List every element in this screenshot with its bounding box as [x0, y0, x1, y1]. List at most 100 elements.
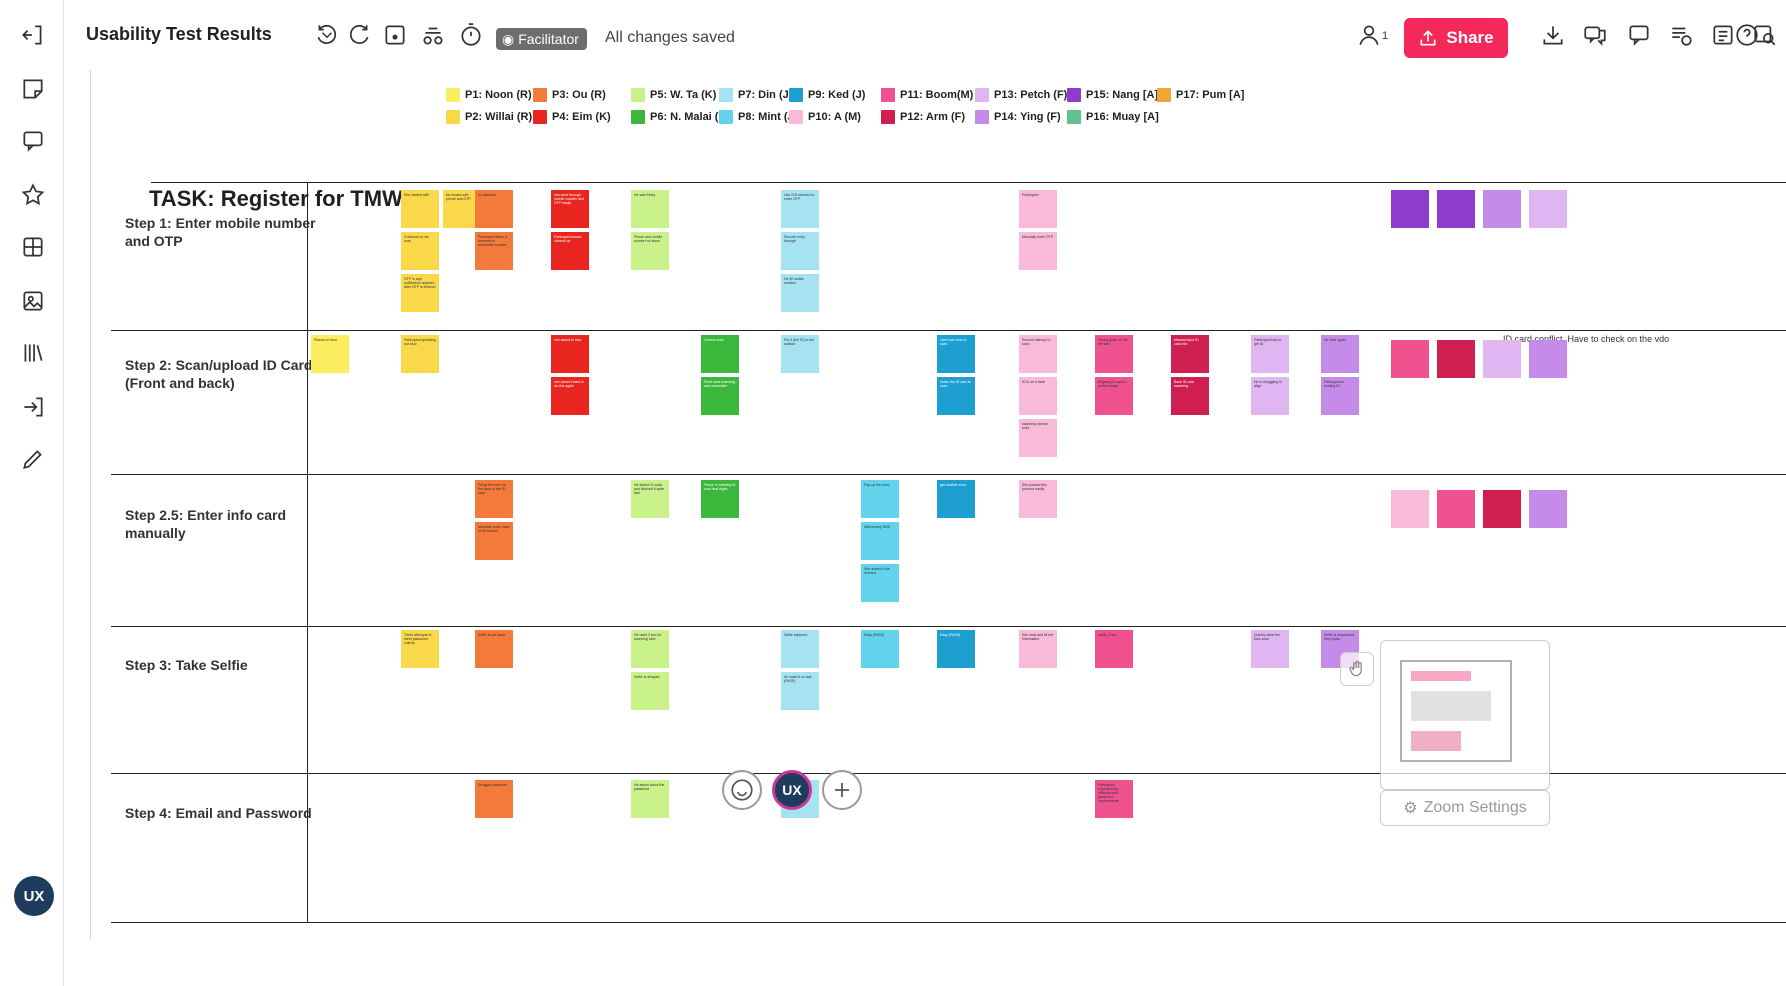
sticky-note[interactable]: easily, 3 sec — [1095, 630, 1133, 668]
sticky-note[interactable] — [1529, 340, 1567, 378]
sticky-note[interactable] — [1529, 490, 1567, 528]
share-button[interactable]: Share — [1404, 18, 1508, 58]
sticky-note[interactable]: Strong glare on the left side — [1095, 335, 1133, 373]
sticky-note[interactable]: Holds the ID card to scan — [937, 377, 975, 415]
sticky-note[interactable]: OTP in app notification appears after OT… — [401, 274, 439, 312]
sticky-note[interactable]: Front card scanning was immediate — [701, 377, 739, 415]
sticky-note[interactable]: Easy (PASS) — [937, 630, 975, 668]
sticky-note[interactable]: Selfie is delayed — [631, 672, 669, 710]
sticky-note[interactable]: She passed this process easily — [1019, 480, 1057, 518]
chat-icon[interactable] — [1580, 20, 1610, 50]
sticky-note[interactable]: He added ID code and finished it quite f… — [631, 480, 669, 518]
sticky-note[interactable]: Participant is holding ID — [1321, 377, 1359, 415]
sticky-note[interactable]: Phone and mobile number no issue — [631, 232, 669, 270]
sticky-note[interactable]: Struggle password — [475, 780, 513, 818]
sticky-note[interactable]: Back ID card scanning — [1171, 377, 1209, 415]
search-board-icon[interactable] — [1750, 20, 1780, 50]
sticky-note[interactable]: Selfie captured — [781, 630, 819, 668]
download-icon[interactable] — [1538, 20, 1568, 50]
emoji-reaction-button[interactable] — [722, 770, 762, 810]
sticky-note[interactable]: ID is on a desk — [1019, 377, 1057, 415]
sticky-note[interactable]: she asked to stop — [551, 335, 589, 373]
sticky-note[interactable]: Pause in entering ID card final digits — [701, 480, 739, 518]
undo-icon[interactable] — [312, 20, 342, 50]
sticky-note[interactable]: User took time to scan — [937, 335, 975, 373]
sticky-note[interactable]: He used 3 sec for scanning face — [631, 630, 669, 668]
sticky-note[interactable]: she doesn't want to do this again — [551, 377, 589, 415]
sticky-note[interactable] — [1391, 190, 1429, 228]
board-title[interactable]: Usability Test Results — [86, 24, 272, 44]
sticky-note-icon[interactable] — [16, 72, 50, 106]
chevron-down-icon[interactable] — [318, 26, 336, 44]
sticky-note[interactable]: Selfie is not issue — [475, 630, 513, 668]
activity-icon[interactable] — [1666, 20, 1696, 50]
sticky-note[interactable]: Smooth entry through — [781, 232, 819, 270]
sticky-note[interactable]: He asked about the password — [631, 780, 669, 818]
sticky-note[interactable] — [1483, 490, 1521, 528]
sticky-note[interactable] — [1437, 190, 1475, 228]
sticky-note[interactable]: She asked if she needed — [861, 564, 899, 602]
user-avatar[interactable]: UX — [14, 876, 54, 916]
sticky-note[interactable]: He tried again — [1321, 335, 1359, 373]
sticky-note[interactable] — [1483, 340, 1521, 378]
sticky-note[interactable]: she went through mobile number and OTP e… — [551, 190, 589, 228]
sticky-note[interactable]: scanning cannot read — [1019, 419, 1057, 457]
library-icon[interactable] — [16, 336, 50, 370]
sticky-note[interactable]: Second attempt to scan — [1019, 335, 1057, 373]
sticky-note[interactable]: Put it (the ID) in the surface — [781, 335, 819, 373]
sticky-note[interactable]: Easy (PASS) — [861, 630, 899, 668]
sticky-note[interactable]: Three attempts to meet password criteria — [401, 630, 439, 668]
zoom-settings-button[interactable]: ⚙ Zoom Settings — [1380, 790, 1550, 826]
sticky-note[interactable]: Manual input ID card info — [1171, 335, 1209, 373]
sticky-note[interactable]: Quickly done the face scan — [1251, 630, 1289, 668]
comments-icon[interactable] — [1624, 20, 1654, 50]
exit-board-icon[interactable] — [16, 18, 50, 52]
minimap[interactable] — [1380, 640, 1550, 790]
sticky-note[interactable]: Cannot scan — [701, 335, 739, 373]
collaborator-avatar[interactable]: UX — [772, 770, 812, 810]
sticky-note[interactable]: Aligning ID card to profile image — [1095, 377, 1133, 415]
redo-icon[interactable] — [344, 20, 374, 50]
sticky-note[interactable]: He fill mobile number — [781, 274, 819, 312]
sticky-note[interactable]: Use iOS shortcut to enter OTP — [781, 190, 819, 228]
sticky-note[interactable] — [1437, 340, 1475, 378]
sticky-note[interactable]: Pop-up the error — [861, 480, 899, 518]
pen-icon[interactable] — [16, 442, 50, 476]
sticky-note[interactable]: Placed on floor — [311, 335, 349, 373]
sticky-note[interactable] — [1391, 340, 1429, 378]
sticky-note[interactable]: He saw freely — [631, 190, 669, 228]
sticky-note[interactable]: Manually enter OTP — [1019, 232, 1057, 270]
frame-grid-icon[interactable] — [16, 230, 50, 264]
add-collaborator-button[interactable] — [822, 770, 862, 810]
sticky-note[interactable] — [1483, 190, 1521, 228]
sticky-note[interactable]: Welcoming SMS — [861, 522, 899, 560]
sticky-note[interactable]: Customer is not sure — [401, 232, 439, 270]
sticky-note[interactable]: no obstacle — [475, 190, 513, 228]
facilitator-badge[interactable]: ◉ Facilitator — [496, 28, 587, 50]
user-icon[interactable] — [1354, 20, 1384, 50]
sticky-note[interactable]: She read and fill her information — [1019, 630, 1057, 668]
sticky-note[interactable]: he make it so fast (PASS) — [781, 672, 819, 710]
sticky-note[interactable]: Participant takes a moment to remember n… — [475, 232, 513, 270]
sticky-note[interactable]: Participant has to get ID — [1251, 335, 1289, 373]
star-icon[interactable] — [16, 178, 50, 212]
sticky-note[interactable] — [1391, 490, 1429, 528]
sticky-note[interactable]: Participant experiencing difficulty with… — [1095, 780, 1133, 818]
outline-icon[interactable] — [1708, 20, 1738, 50]
sticky-note[interactable]: get another error — [937, 480, 975, 518]
whiteboard-canvas[interactable]: TASK: Register for TMW P1: Noon (R) P2: W… — [90, 70, 1786, 940]
sticky-note[interactable]: Participant speaking out loud — [401, 335, 439, 373]
group-icon[interactable] — [418, 20, 448, 50]
sticky-note[interactable] — [1529, 190, 1567, 228]
frame-icon[interactable] — [380, 20, 410, 50]
sticky-note[interactable]: She started with — [401, 190, 439, 228]
sticky-note[interactable]: Participant — [1019, 190, 1057, 228]
sticky-note[interactable]: Fill up the form for the back of the ID … — [475, 480, 513, 518]
sticky-note[interactable]: Participant issues cleared up — [551, 232, 589, 270]
import-icon[interactable] — [16, 390, 50, 424]
sticky-note[interactable]: He is struggling to align — [1251, 377, 1289, 415]
sticky-note[interactable]: No issues with phone and OTP — [443, 190, 481, 228]
sticky-note[interactable]: Manually enter back of ID number — [475, 522, 513, 560]
image-upload-icon[interactable] — [16, 284, 50, 318]
sticky-note[interactable] — [1437, 490, 1475, 528]
